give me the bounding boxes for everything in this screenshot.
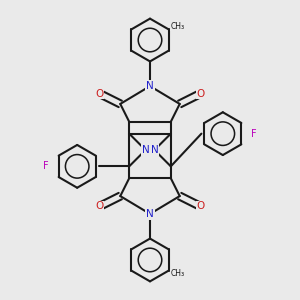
Text: O: O <box>196 202 205 212</box>
Text: CH₃: CH₃ <box>170 22 184 31</box>
Text: O: O <box>95 88 104 98</box>
Text: N: N <box>142 145 149 155</box>
Text: N: N <box>146 81 154 91</box>
Text: N: N <box>146 209 154 219</box>
Text: F: F <box>251 129 256 139</box>
Text: F: F <box>44 161 49 171</box>
Text: O: O <box>95 202 104 212</box>
Text: N: N <box>151 145 158 155</box>
Text: CH₃: CH₃ <box>170 269 184 278</box>
Text: O: O <box>196 88 205 98</box>
